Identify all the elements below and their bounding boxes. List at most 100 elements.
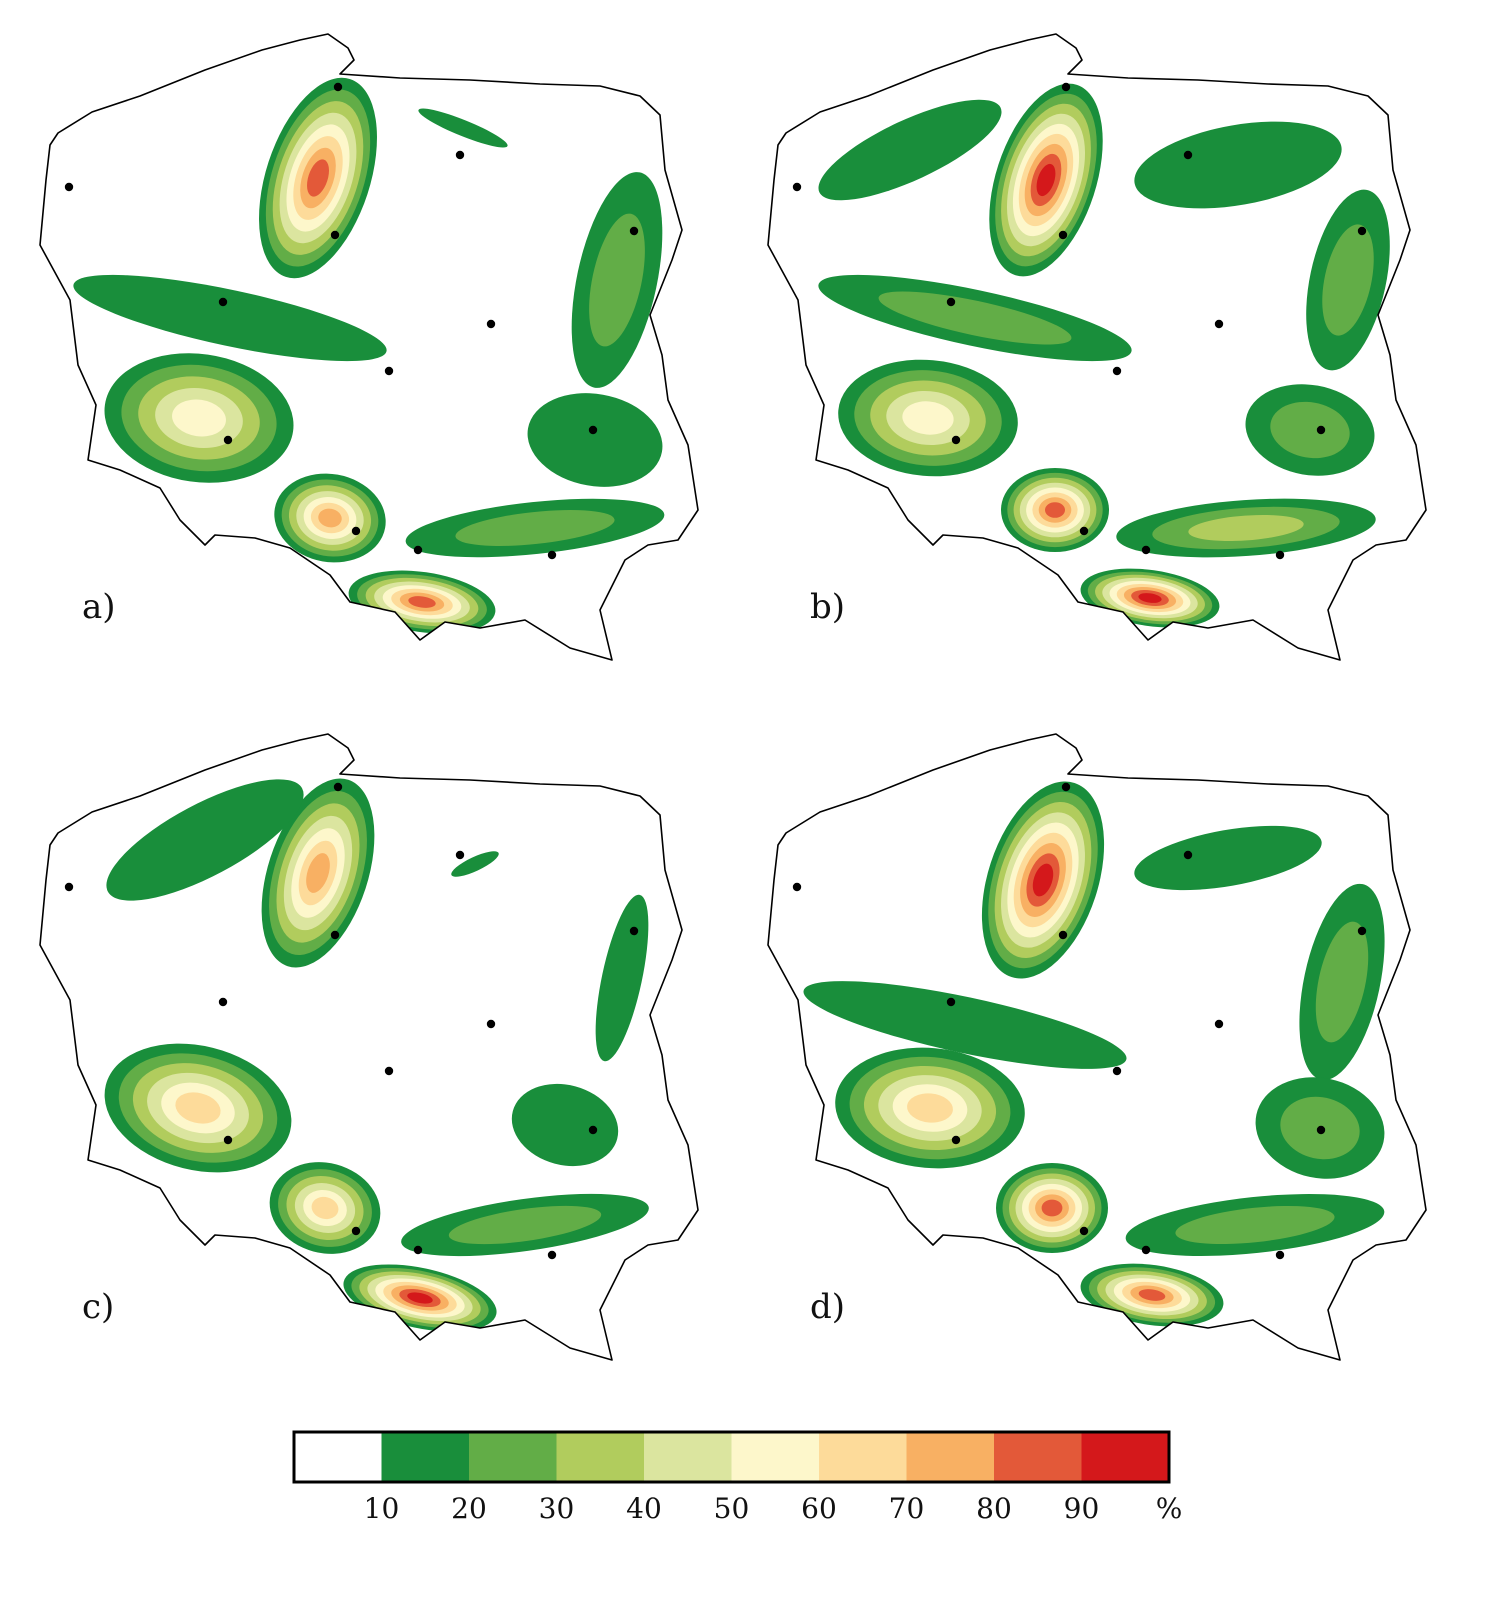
station-marker [486,319,496,329]
station-marker [1079,526,1089,536]
station-marker [629,226,639,236]
contour-band-10 [527,393,663,487]
legend-swatch [906,1432,995,1482]
contour-band-90 [407,1292,433,1304]
legend-tick-label: 20 [451,1492,487,1525]
station-marker [946,297,956,307]
contour-region [73,274,387,362]
legend-tick-label: 10 [364,1492,400,1525]
legend-swatch [1081,1432,1170,1482]
legend-tick-label: 60 [801,1492,837,1525]
contour-band-60 [907,1093,953,1123]
contour-band-20 [1175,1205,1335,1245]
contour-region [269,1162,381,1254]
contour-region [835,1047,1025,1169]
legend-swatch [994,1432,1083,1482]
contour-band-10 [511,1083,619,1167]
contour-region [571,172,663,388]
contour-region [259,77,377,279]
map-panel-4: d) [767,733,1427,1361]
contour-fills [803,781,1385,1327]
station-marker [1183,150,1193,160]
panel-label: c) [82,1287,114,1327]
station-marker [792,882,802,892]
station-marker [218,297,228,307]
contour-region [527,393,663,487]
map-panel-1: a) [39,33,699,661]
contour-band-90 [1032,863,1054,897]
contour-region [106,779,304,901]
contour-region [1116,498,1376,558]
contour-region [1080,1263,1224,1327]
contour-region [1299,883,1385,1081]
contour-fills [818,83,1390,628]
station-marker [1079,1226,1089,1236]
station-marker [223,435,233,445]
station-marker [1141,1245,1151,1255]
contour-region [1080,568,1220,628]
legend-swatch [294,1432,383,1482]
station-marker [1316,1125,1326,1135]
legend-swatch [644,1432,733,1482]
station-marker [951,435,961,445]
contour-band-80 [1041,1199,1063,1217]
contour-band-10 [73,274,387,362]
legend-swatch [469,1432,558,1482]
contour-region [274,473,386,563]
country-border [39,733,699,1361]
station-marker [486,1019,496,1029]
contour-band-10 [451,851,499,877]
station-marker [1357,226,1367,236]
country-border [767,733,1427,1361]
contour-region [996,1163,1108,1253]
contour-region [418,108,508,148]
contour-band-60 [311,1196,339,1220]
station-marker [333,782,343,792]
contour-band-20 [589,213,645,347]
legend-swatch [381,1432,470,1482]
contour-region [803,981,1127,1069]
contour-region [104,353,294,483]
contour-band-10 [418,108,508,148]
station-marker [1112,1066,1122,1076]
contour-band-10 [803,981,1127,1069]
contour-band-80 [1138,1289,1166,1301]
contour-band-70 [318,508,342,528]
contour-region [405,498,665,558]
contour-band-10 [106,779,304,901]
station-marker [330,930,340,940]
contour-region [511,1083,619,1167]
station-marker [588,425,598,435]
contour-region [261,778,375,968]
contour-region [981,781,1105,979]
station-marker [455,850,465,860]
station-marker [218,997,228,1007]
station-marker [413,545,423,555]
station-marker [351,1226,361,1236]
station-marker [1112,366,1122,376]
station-marker [951,1135,961,1145]
contour-region [104,1043,292,1173]
contour-region [595,894,649,1062]
contour-region [348,570,496,634]
legend-swatch [819,1432,908,1482]
station-marker [588,1125,598,1135]
contour-band-20 [1322,224,1374,336]
contour-band-60 [175,1092,221,1124]
legend-swatch [556,1432,645,1482]
contour-region [1001,468,1109,552]
station-marker [64,882,74,892]
map-panel-3: c) [39,733,699,1361]
contour-region [1125,1194,1385,1256]
contour-band-10 [818,99,1002,201]
contour-region [1134,121,1342,209]
color-scale-legend: 10 20 30 40 50 60 70 80 90% [292,1430,1182,1525]
country-border [767,33,1427,661]
contour-region [1306,189,1390,371]
panel-label: a) [82,587,116,627]
contour-band-80 [307,159,329,197]
contour-band-20 [455,510,615,546]
contour-band-80 [408,596,436,608]
contour-band-30 [1188,514,1304,542]
